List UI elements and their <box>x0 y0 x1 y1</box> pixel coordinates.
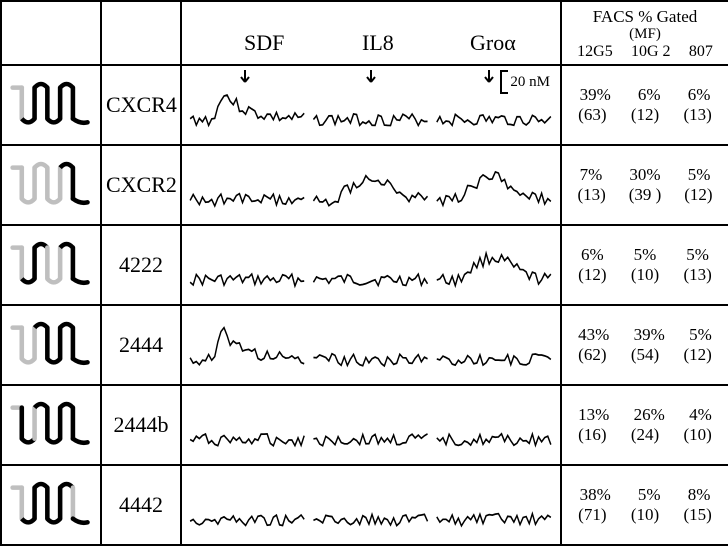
calcium-traces <box>181 225 561 305</box>
receptor-label: 2444b <box>101 385 181 465</box>
receptor-schematic-icon <box>1 465 101 545</box>
facs-subtitle: (MF) <box>566 26 724 43</box>
figure-panel: SDF IL8 Groα FACS % Gated (MF) 12G5 10G … <box>0 0 728 544</box>
injection-arrow-icon <box>238 68 252 88</box>
receptor-schematic-icon <box>1 305 101 385</box>
table-row: 2444b 13%26%4%(16)(24)(10) <box>1 385 728 465</box>
hdr-facs: FACS % Gated (MF) 12G5 10G 2 807 <box>561 1 728 65</box>
receptor-schematic-icon <box>1 65 101 145</box>
hdr-traces: SDF IL8 Groα <box>181 1 561 65</box>
col-label-il8: IL8 <box>362 30 394 56</box>
ab-10g2: 10G 2 <box>631 43 671 61</box>
table-row: 4222 6%5%5%(12)(10)(13) <box>1 225 728 305</box>
col-label-sdf: SDF <box>244 30 284 56</box>
table-row: 2444 43%39%5%(62)(54)(12) <box>1 305 728 385</box>
scale-bar: 20 nM <box>500 70 550 94</box>
facs-title: FACS % Gated <box>566 8 724 27</box>
receptor-label: 2444 <box>101 305 181 385</box>
hdr-blank-icon <box>1 1 101 65</box>
receptor-label: 4222 <box>101 225 181 305</box>
table-row: 4442 38%5%8%(71)(10)(15) <box>1 465 728 545</box>
facs-values: 7%30%5%(13)(39 )(12) <box>561 145 728 225</box>
facs-values: 39%6%6%(63)(12)(13) <box>561 65 728 145</box>
calcium-traces <box>181 305 561 385</box>
hdr-blank-label <box>101 1 181 65</box>
receptor-schematic-icon <box>1 145 101 225</box>
ab-807: 807 <box>689 43 713 61</box>
table-row: CXCR4 20 nM 39%6%6%(63)(12)(13) <box>1 65 728 145</box>
calcium-traces <box>181 145 561 225</box>
col-label-gro: Groα <box>470 30 516 56</box>
facs-antibody-labels: 12G5 10G 2 807 <box>566 43 724 61</box>
calcium-traces <box>181 385 561 465</box>
receptor-schematic-icon <box>1 385 101 465</box>
receptor-schematic-icon <box>1 225 101 305</box>
receptor-label: CXCR2 <box>101 145 181 225</box>
facs-values: 43%39%5%(62)(54)(12) <box>561 305 728 385</box>
injection-arrow-icon <box>364 68 378 88</box>
facs-values: 13%26%4%(16)(24)(10) <box>561 385 728 465</box>
ab-12g5: 12G5 <box>577 43 613 61</box>
receptor-label: CXCR4 <box>101 65 181 145</box>
header-row: SDF IL8 Groα FACS % Gated (MF) 12G5 10G … <box>1 1 728 65</box>
calcium-traces <box>181 465 561 545</box>
receptor-table: SDF IL8 Groα FACS % Gated (MF) 12G5 10G … <box>0 0 728 546</box>
receptor-label: 4442 <box>101 465 181 545</box>
facs-values: 6%5%5%(12)(10)(13) <box>561 225 728 305</box>
injection-arrow-icon <box>482 68 496 88</box>
table-row: CXCR2 7%30%5%(13)(39 )(12) <box>1 145 728 225</box>
calcium-traces: 20 nM <box>181 65 561 145</box>
facs-values: 38%5%8%(71)(10)(15) <box>561 465 728 545</box>
